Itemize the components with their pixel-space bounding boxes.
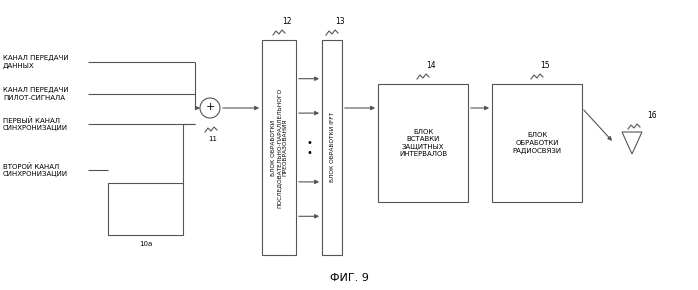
Text: ПЕРВЫЙ КАНАЛ
СИНХРОНИЗАЦИИ: ПЕРВЫЙ КАНАЛ СИНХРОНИЗАЦИИ (3, 117, 68, 131)
Text: 16: 16 (647, 111, 657, 121)
Bar (108, 183, 183, 235)
Text: 12: 12 (282, 17, 292, 26)
Bar (492, 84, 582, 202)
Text: БЛОК
ОБРАБОТКИ
РАДИОСВЯЗИ: БЛОК ОБРАБОТКИ РАДИОСВЯЗИ (512, 133, 562, 154)
Text: БЛОК ОБРАБОТКИ IFFT: БЛОК ОБРАБОТКИ IFFT (329, 113, 334, 182)
Text: 14: 14 (426, 61, 436, 70)
Text: ВТОРОЙ КАНАЛ
СИНХРОНИЗАЦИИ: ВТОРОЙ КАНАЛ СИНХРОНИЗАЦИИ (3, 163, 68, 177)
Text: КАНАЛ ПЕРЕДАЧИ
ПИЛОТ-СИГНАЛА: КАНАЛ ПЕРЕДАЧИ ПИЛОТ-СИГНАЛА (3, 87, 68, 101)
Text: •: • (306, 148, 312, 157)
Text: 10a: 10a (139, 241, 152, 247)
Text: 13: 13 (335, 17, 345, 26)
Bar (322, 40, 342, 255)
Text: БЛОК
ВСТАВКИ
ЗАЩИТНЫХ
ИНТЕРВАЛОВ: БЛОК ВСТАВКИ ЗАЩИТНЫХ ИНТЕРВАЛОВ (399, 129, 447, 157)
Text: 15: 15 (540, 61, 550, 70)
Text: ФИГ. 9: ФИГ. 9 (329, 273, 369, 283)
Bar (262, 40, 296, 255)
Text: +: + (205, 102, 215, 113)
Text: •: • (306, 137, 312, 148)
Text: 11: 11 (209, 136, 218, 142)
Text: БЛОК ОБРАБОТКИ
ПОСЛЕДОВАТЕЛЬНО-ПАРАЛЛЕЛЬНОГО
ПРЕОБРАЗОВАНИЯ: БЛОК ОБРАБОТКИ ПОСЛЕДОВАТЕЛЬНО-ПАРАЛЛЕЛЬ… (271, 88, 288, 208)
Bar (378, 84, 468, 202)
Text: КАНАЛ ПЕРЕДАЧИ
ДАННЫХ: КАНАЛ ПЕРЕДАЧИ ДАННЫХ (3, 55, 68, 69)
